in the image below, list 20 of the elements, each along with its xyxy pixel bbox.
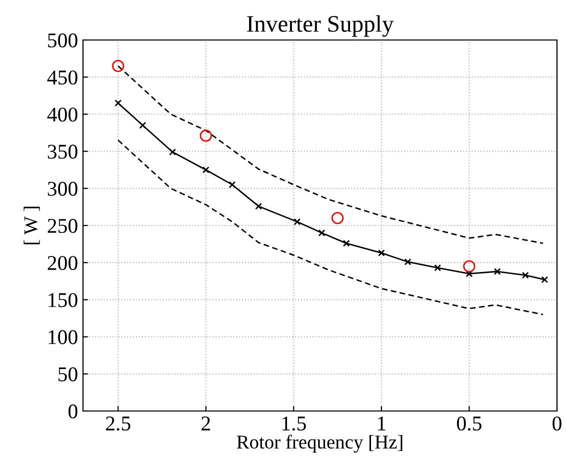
- y-tick-label: 150: [48, 293, 78, 308]
- x-tick-label: 0.5: [456, 416, 482, 431]
- chart-title: Inverter Supply: [247, 15, 394, 37]
- x-tick-label: 0: [552, 416, 562, 431]
- y-tick-label: 400: [47, 108, 78, 122]
- x-tick-label: 2: [202, 416, 210, 430]
- x-axis-title: Rotor frequency [Hz]: [236, 434, 402, 453]
- y-tick-label: 0: [68, 404, 78, 418]
- y-tick-label: 300: [48, 182, 78, 196]
- x-tick-label: 2.5: [106, 416, 130, 431]
- y-tick-label: 500: [48, 33, 78, 48]
- y-axis-title: [ W ]: [24, 206, 40, 244]
- y-tick-label: 350: [48, 144, 78, 159]
- x-tick-label: 1.5: [282, 416, 306, 431]
- y-tick-label: 50: [58, 367, 78, 382]
- y-tick-label: 450: [47, 70, 78, 85]
- y-tick-label: 100: [48, 330, 78, 344]
- y-tick-label: 200: [48, 256, 78, 270]
- y-tick-label: 250: [48, 218, 78, 233]
- x-tick-label: 1: [378, 416, 386, 430]
